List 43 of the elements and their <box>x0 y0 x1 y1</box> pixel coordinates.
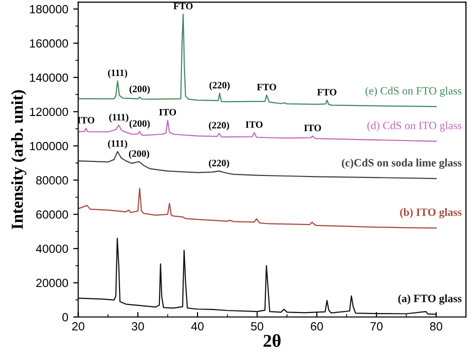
x-tick-label: 60 <box>310 322 323 331</box>
annotation: FTO <box>173 2 193 10</box>
x-tick-label: 50 <box>251 322 264 331</box>
annotation: (220) <box>209 82 230 90</box>
line-series <box>78 14 437 108</box>
annotation: (220) <box>208 122 230 130</box>
annotation: ITO <box>304 124 321 132</box>
annotation: ITO <box>159 108 176 116</box>
annotation: (111) <box>109 114 128 122</box>
annotation: ITO <box>246 121 263 128</box>
line-series <box>78 150 437 180</box>
y-tick-label: 60000 <box>36 210 68 219</box>
annotation: (111) <box>108 140 128 149</box>
y-tick-label: 0 <box>62 313 68 322</box>
x-tick-label: 20 <box>72 322 84 331</box>
x-axis-title: 2θ <box>264 334 281 347</box>
series-label: (d) CdS on ITO glass <box>367 121 462 132</box>
x-tick-label: 70 <box>370 322 383 331</box>
y-tick-label: 120000 <box>30 108 68 116</box>
line-series <box>78 238 437 315</box>
y-tick-label: 140000 <box>30 73 68 82</box>
annotation: (200) <box>130 120 150 129</box>
series-label: (a) FTO glass <box>398 294 462 305</box>
y-tick-label: 40000 <box>36 244 68 253</box>
annotation: (200) <box>130 85 150 94</box>
series-label: (c)CdS on soda lime glass <box>342 158 462 169</box>
x-tick-label: 40 <box>191 322 204 331</box>
y-tick-label: 100000 <box>30 142 68 150</box>
annotation: (111) <box>108 69 128 78</box>
y-tick-label: 80000 <box>36 176 68 185</box>
y-axis-title: Intensity (arb. unit) <box>11 90 26 230</box>
annotation: (200) <box>128 150 150 159</box>
x-tick-label: 30 <box>132 322 144 331</box>
y-tick-label: 160000 <box>30 39 68 48</box>
series-label: (e) CdS on FTO glass <box>366 86 462 97</box>
x-tick-label: 80 <box>430 322 442 331</box>
series-label: (b) ITO glass <box>400 208 462 218</box>
y-tick-label: 180000 <box>30 5 68 14</box>
annotation: FTO <box>256 84 276 90</box>
y-tick-label: 20000 <box>36 278 68 288</box>
annotation: FTO <box>317 88 336 96</box>
annotation: (220) <box>208 159 230 168</box>
line-series <box>78 188 437 229</box>
